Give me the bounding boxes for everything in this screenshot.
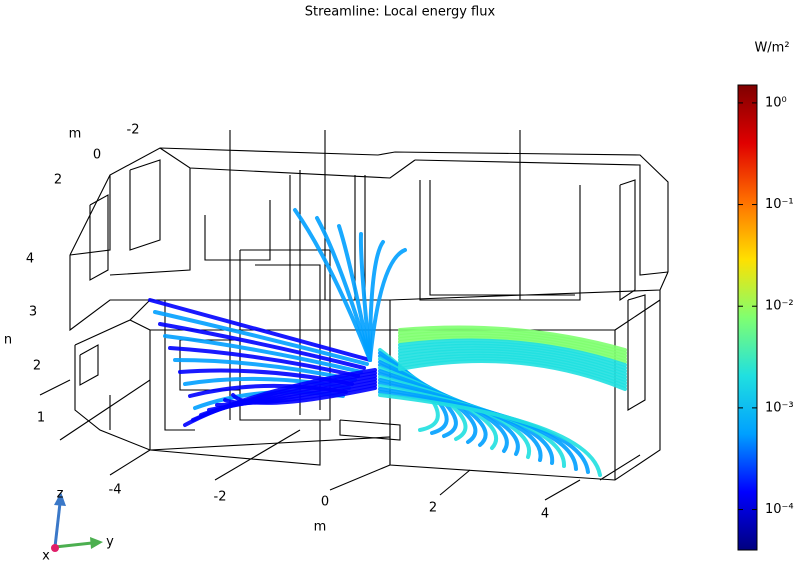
wireframe-edge <box>619 179 636 302</box>
triad-y <box>54 541 93 549</box>
streamline <box>368 248 407 362</box>
wireframe-edge <box>614 299 661 331</box>
triad-label: y <box>106 535 114 550</box>
streamline <box>337 224 372 362</box>
x-tick-label: 2 <box>429 501 437 516</box>
streamline <box>398 328 627 355</box>
streamline <box>398 325 627 352</box>
streamline <box>398 333 627 361</box>
wireframe-edge <box>109 449 151 476</box>
x-tick-label: 0 <box>321 495 329 510</box>
wireframe-edge <box>69 255 669 332</box>
triad-label: z <box>57 487 64 502</box>
x-axis-label: m <box>314 520 327 535</box>
triad-z <box>53 502 62 548</box>
wireframe-edge <box>159 147 416 179</box>
wireframe-edge <box>129 159 161 251</box>
y-tick-label: 2 <box>54 173 62 188</box>
wireframe-edge <box>69 147 669 272</box>
triad-label: x <box>42 549 50 563</box>
streamline <box>231 386 377 405</box>
colorbar-tick-label: 10⁻² <box>765 299 794 314</box>
wireframe-edge <box>149 420 321 466</box>
wireframe-edge <box>129 319 151 450</box>
colorbar-tick-label: 10⁰ <box>765 95 787 110</box>
streamline <box>398 335 627 364</box>
colorbar-tick-label: 10⁻¹ <box>765 197 794 212</box>
y-axis-label: m <box>69 127 82 142</box>
wireframe-edge <box>214 429 301 481</box>
colorbar-tick-label: 10⁻⁴ <box>765 502 794 517</box>
wireframe-edge <box>419 180 581 301</box>
streamline <box>168 346 360 378</box>
chart-title: Streamline: Local energy flux <box>305 5 496 20</box>
streamline <box>153 310 369 366</box>
colorbar <box>737 84 758 551</box>
streamline <box>398 341 627 370</box>
wireframe-edge <box>74 299 151 346</box>
streamline <box>158 322 366 370</box>
wireframe-edge <box>109 168 191 276</box>
wireframe-edge <box>89 194 109 281</box>
streamline <box>315 216 372 362</box>
triad-x <box>51 544 59 552</box>
wireframe-edge <box>39 379 71 396</box>
wireframe-edge <box>204 200 271 261</box>
wireframe-edge <box>339 419 401 441</box>
z-tick-label: 4 <box>26 252 34 267</box>
z-tick-label: 3 <box>29 305 37 320</box>
wireframe-edge <box>439 469 471 496</box>
streamline <box>398 338 627 367</box>
streamline <box>148 298 372 362</box>
streamline <box>163 334 363 374</box>
x-tick-label: -4 <box>109 483 122 498</box>
streamline <box>398 359 627 391</box>
streamline <box>398 348 627 379</box>
wireframe-edge <box>544 479 581 501</box>
streamline <box>398 353 627 385</box>
streamline <box>398 343 627 373</box>
wireframe-edge <box>414 159 669 276</box>
streamline <box>398 351 627 382</box>
streamline <box>398 356 627 388</box>
streamline <box>378 393 602 477</box>
wireframe-edge <box>329 464 391 491</box>
x-tick-label: -2 <box>214 490 227 505</box>
wireframe-edge <box>164 300 195 431</box>
wireframe-edge <box>59 379 151 441</box>
wireframe-edge <box>429 180 575 296</box>
wireframe-edge <box>599 454 641 481</box>
streamline <box>398 330 627 358</box>
colorbar-unit: W/m² <box>754 41 789 56</box>
z-tick-label: 1 <box>37 411 45 426</box>
z-axis-label: n <box>4 333 12 348</box>
wireframe-edge <box>79 344 99 386</box>
y-tick-label: 0 <box>93 148 101 163</box>
wireframe-edge <box>69 175 111 256</box>
streamline <box>368 240 385 362</box>
streamline <box>398 346 627 376</box>
triad-y-head <box>90 537 103 549</box>
colorbar-tick-label: 10⁻³ <box>765 400 794 415</box>
streamline <box>358 232 372 362</box>
y-tick-label: -2 <box>127 123 140 138</box>
triad-z-head <box>54 492 66 506</box>
x-tick-label: 4 <box>541 507 549 522</box>
wireframe-edge <box>627 294 646 411</box>
streamline <box>293 208 372 362</box>
z-tick-label: 2 <box>33 359 41 374</box>
